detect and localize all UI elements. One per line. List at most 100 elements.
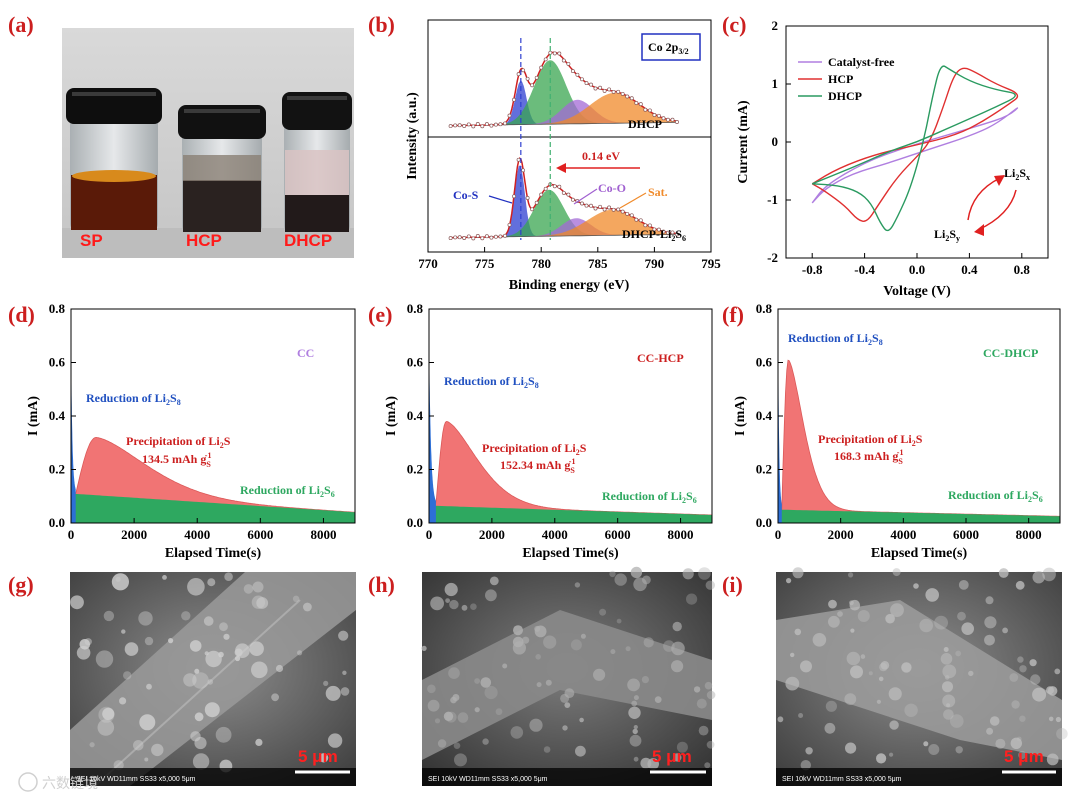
xps-data-point xyxy=(543,186,548,191)
xps-data-point xyxy=(611,207,616,212)
sem-particle xyxy=(682,568,694,580)
xps-xtick-label: 780 xyxy=(531,256,551,271)
sem-particle xyxy=(1016,736,1022,742)
xps-data-point xyxy=(629,213,634,218)
cv-curve-dhcp xyxy=(811,65,1016,232)
xps-data-point xyxy=(670,230,675,235)
sem-particle xyxy=(998,568,1009,578)
sem-particle xyxy=(271,693,279,702)
xps-label-co-s: Co-S xyxy=(453,188,479,202)
sem-particle xyxy=(434,718,441,724)
xps-data-point xyxy=(530,83,535,88)
capacity-value: 134.5 mAh gS-1 xyxy=(142,451,211,469)
sem-particle xyxy=(878,676,884,682)
sem-particle xyxy=(961,622,974,635)
sem-particle xyxy=(1048,716,1054,722)
sem-particle xyxy=(848,572,854,578)
sem-particle xyxy=(292,595,300,602)
sem-particle xyxy=(529,718,543,732)
xps-data-point xyxy=(593,206,598,211)
sem-particle xyxy=(706,690,716,700)
sem-particle xyxy=(536,682,542,688)
xps-data-point xyxy=(629,96,634,101)
sem-particle xyxy=(1056,728,1068,740)
discharge-xlabel: Elapsed Time(s) xyxy=(522,546,619,561)
sem-particle xyxy=(207,679,214,685)
sem-particle xyxy=(448,667,460,679)
xps-data-point xyxy=(570,69,575,74)
label-li2s-precipitation: Precipitation of Li2S xyxy=(482,441,587,457)
xps-peak-fill xyxy=(450,60,677,126)
sem-particle xyxy=(189,640,202,652)
sem-particle xyxy=(95,650,114,668)
panel-label-c: (c) xyxy=(722,12,746,37)
xps-peak-fill xyxy=(450,92,677,126)
sem-image-cc: SEI 10kV WD11mm SS33 x5,000 5μm 5 μm xyxy=(70,572,356,787)
discharge-xtick-label: 4000 xyxy=(890,527,916,542)
discharge-xtick-label: 2000 xyxy=(828,527,854,542)
sem-particle xyxy=(437,739,447,748)
sem-info-i: SEI 10kV WD11mm SS33 x5,000 5μm xyxy=(782,776,902,783)
sem-particle xyxy=(876,699,882,704)
xps-data-point xyxy=(457,123,462,128)
discharge-ytick-label: 0.0 xyxy=(407,515,423,530)
sem-particle xyxy=(430,596,444,611)
panel-label-g: (g) xyxy=(8,572,34,597)
sem-particle xyxy=(543,635,557,649)
xps-data-point xyxy=(566,192,571,197)
sem-particle xyxy=(1015,580,1025,590)
sem-particle xyxy=(445,598,450,603)
discharge-chart-cc-hcp: 0 2000 4000 6000 8000 0.0 0.2 0.4 0.6 0.8 Elapsed … xyxy=(384,301,713,561)
sem-particle xyxy=(470,603,477,610)
sem-particle xyxy=(794,628,802,636)
cv-xtick-label: -0.4 xyxy=(854,262,875,277)
panel-label-e: (e) xyxy=(368,302,392,327)
sem-particle xyxy=(427,699,440,712)
xps-data-point xyxy=(512,194,516,199)
xps-xtick-label: 790 xyxy=(645,256,665,271)
sem-particle xyxy=(575,745,586,757)
sem-particle xyxy=(633,695,639,701)
xps-data-point xyxy=(475,234,480,238)
sem-particle xyxy=(168,638,174,644)
xps-data-point xyxy=(602,88,607,93)
sem-particle xyxy=(706,740,715,749)
sem-particle xyxy=(449,599,459,610)
xps-data-point xyxy=(503,233,507,238)
sem-particle xyxy=(928,744,940,755)
sem-particle xyxy=(942,694,956,708)
legend-dhcp: DHCP xyxy=(828,89,862,103)
vial-dhcp xyxy=(282,92,352,232)
xps-data-point xyxy=(584,203,589,208)
sem-particle xyxy=(144,757,149,762)
sem-particle xyxy=(614,573,627,586)
sem-particle xyxy=(121,629,126,634)
li2s6-reduction-area xyxy=(778,509,1060,523)
sem-particle xyxy=(850,628,855,633)
xps-data-point xyxy=(580,201,584,206)
sem-particle xyxy=(934,615,948,630)
sem-particle xyxy=(303,602,312,612)
xps-data-point xyxy=(489,123,494,128)
sem-particle xyxy=(790,652,795,658)
panel-label-b: (b) xyxy=(368,12,395,37)
sem-particle xyxy=(111,573,129,591)
cv-xtick-label: 0.8 xyxy=(1014,262,1031,277)
discharge-ytick-label: 0.4 xyxy=(756,408,773,423)
capacity-value: 168.3 mAh gS-1 xyxy=(834,448,903,466)
sem-particle xyxy=(643,637,654,648)
xps-data-point xyxy=(548,50,553,55)
xps-data-point xyxy=(634,217,639,222)
xps-data-point xyxy=(484,122,489,127)
sem-particle xyxy=(676,741,688,753)
sem-particle xyxy=(892,568,901,577)
sem-particle xyxy=(919,618,933,633)
xps-data-point xyxy=(675,232,679,237)
xps-data-point xyxy=(625,94,630,99)
sem-particle xyxy=(579,717,584,723)
xps-data-point xyxy=(516,72,521,77)
sem-particle xyxy=(123,671,132,680)
sem-particle xyxy=(457,712,469,723)
discharge-ytick-label: 0.8 xyxy=(49,301,66,316)
xps-data-point xyxy=(493,122,498,127)
